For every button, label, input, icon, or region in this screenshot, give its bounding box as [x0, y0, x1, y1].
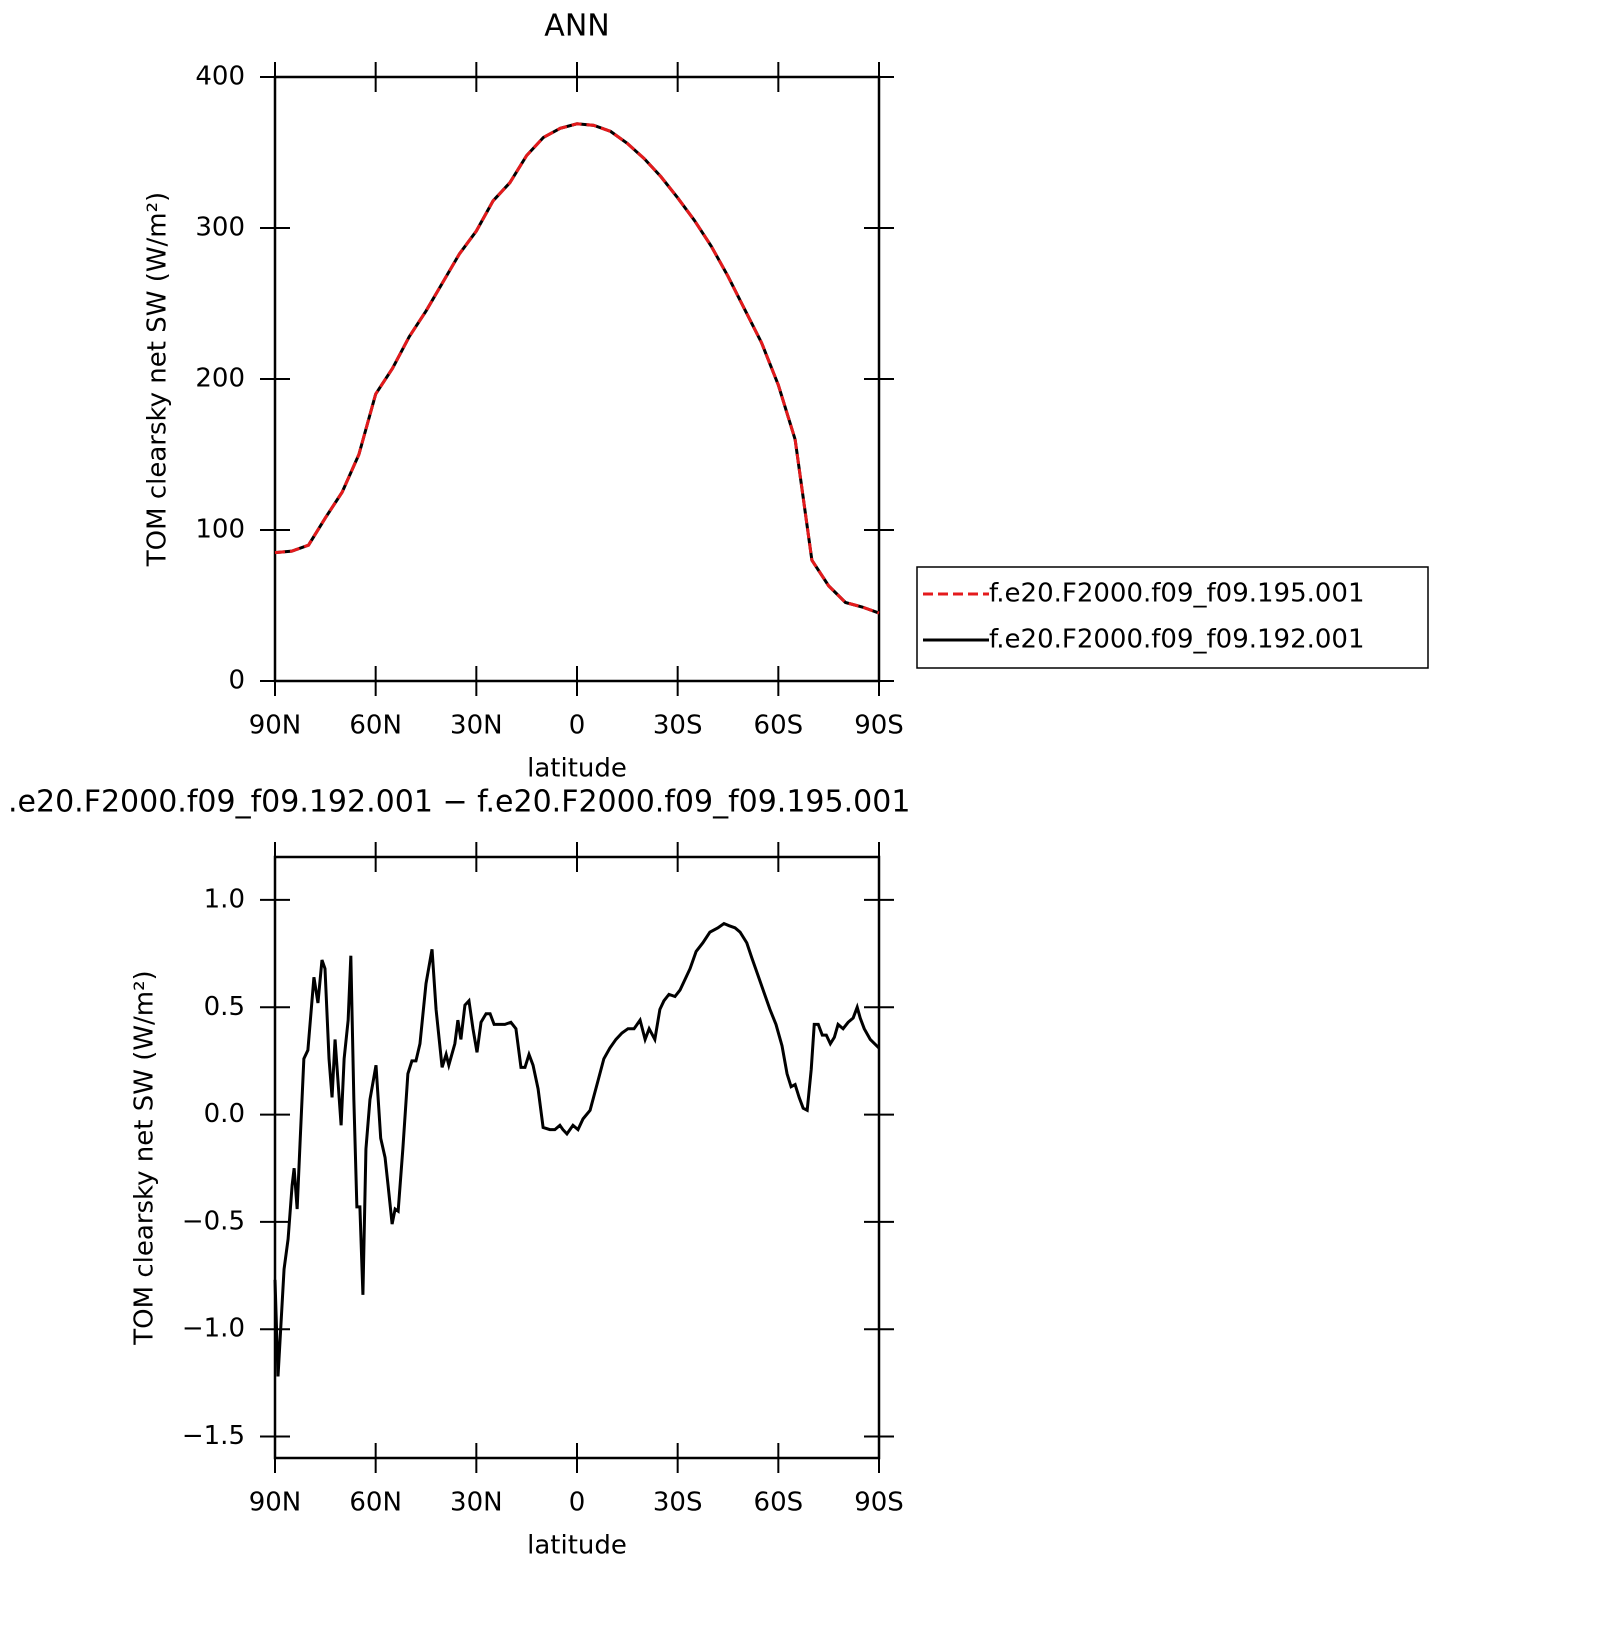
data-line: [274, 122, 880, 615]
y-tick-label: 0.5: [204, 992, 245, 1022]
x-tick-label: 90S: [854, 711, 904, 741]
x-tick-label: 90S: [854, 1488, 904, 1518]
data-line: [273, 921, 881, 1377]
legend-label: f.e20.F2000.f09_f09.195.001: [989, 579, 1365, 609]
x-tick-label: 90N: [249, 711, 302, 741]
x-tick-label: 0: [569, 1488, 586, 1518]
y-axis-label: TOM clearsky net SW (W/m²): [143, 192, 173, 567]
x-tick-label: 90N: [249, 1488, 302, 1518]
y-tick-label: 0.0: [204, 1099, 245, 1129]
x-tick-label: 30S: [653, 1488, 703, 1518]
x-tick-label: 30S: [653, 711, 703, 741]
y-tick-label: 200: [195, 364, 245, 394]
y-tick-label: 400: [195, 62, 245, 92]
data-line: [274, 122, 880, 615]
chart-title: ANN: [544, 9, 609, 44]
legend-box: [916, 566, 1429, 669]
x-tick-label: 30N: [450, 711, 503, 741]
x-tick-label: 60N: [349, 1488, 402, 1518]
y-tick-label: 100: [195, 515, 245, 545]
x-axis-label: latitude: [527, 754, 627, 784]
x-axis-label: latitude: [527, 1531, 627, 1561]
chart-title: .e20.F2000.f09_f09.192.001 − f.e20.F2000…: [8, 785, 910, 820]
y-tick-label: −0.5: [182, 1206, 245, 1236]
x-tick-label: 0: [569, 711, 586, 741]
plot-frame: [273, 75, 881, 683]
y-tick-label: 0: [228, 666, 245, 696]
y-tick-label: 1.0: [204, 884, 245, 914]
x-tick-label: 30N: [450, 1488, 503, 1518]
plot-frame: [273, 855, 881, 1460]
y-tick-label: 300: [195, 213, 245, 243]
x-tick-label: 60S: [754, 711, 804, 741]
y-axis-label: TOM clearsky net SW (W/m²): [130, 970, 160, 1345]
y-tick-label: −1.0: [182, 1314, 245, 1344]
y-tick-label: −1.5: [182, 1421, 245, 1451]
legend-label: f.e20.F2000.f09_f09.192.001: [989, 625, 1365, 655]
x-tick-label: 60N: [349, 711, 402, 741]
x-tick-label: 60S: [754, 1488, 804, 1518]
